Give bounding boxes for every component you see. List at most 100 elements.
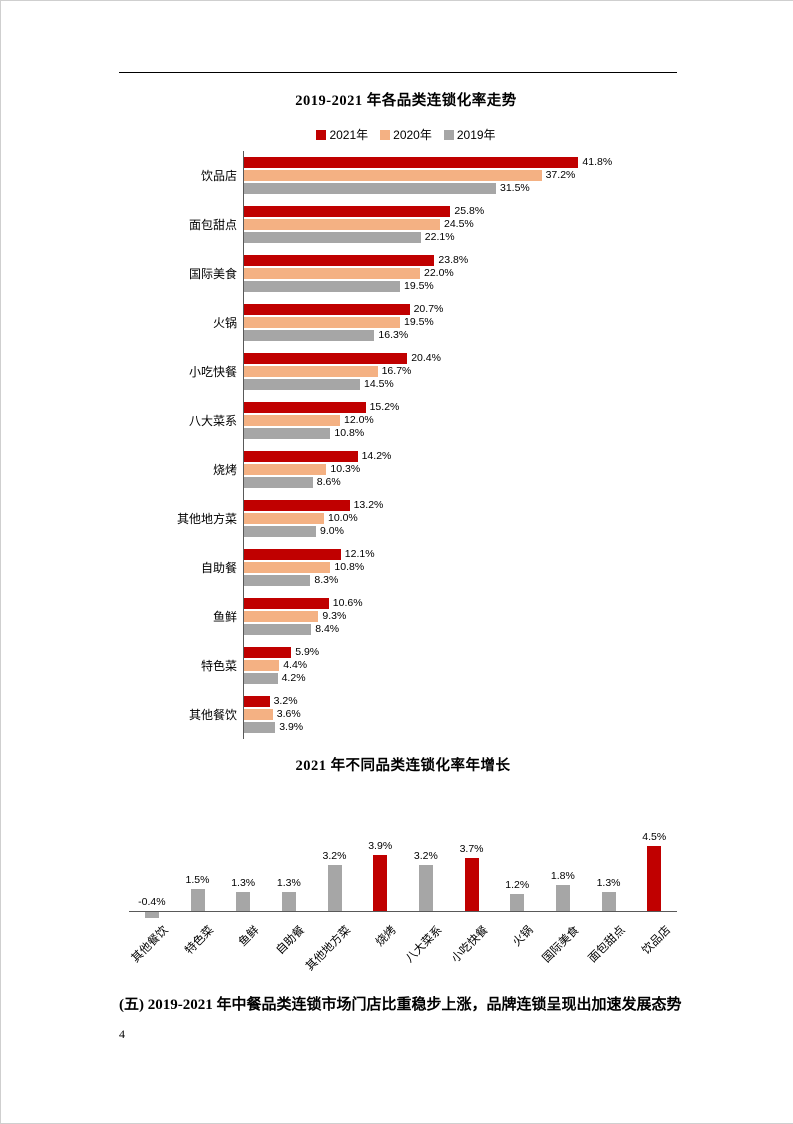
category-label: 鱼鲜 [237,924,262,949]
bar-line: 41.8% [244,156,661,168]
bar-2021年 [244,450,358,462]
bar-line: 14.5% [244,378,661,390]
bar-value-label: 3.2% [413,849,438,862]
bar-2019年 [244,378,360,390]
bar-line: 8.4% [244,623,661,635]
bar-column: 3.2% [312,785,358,911]
bar-value-label: -0.4% [138,896,166,908]
bar-value-label: 1.3% [276,877,301,890]
category-label: 小吃快餐 [188,365,237,379]
bar-line: 9.0% [244,525,661,537]
bar-饮品店 [647,846,662,911]
category-label: 特色菜 [200,659,237,673]
category-label: 其他餐饮 [129,924,171,966]
bar-value-label: 24.5% [444,218,474,230]
bar-2019年 [244,231,421,243]
category-label: 特色菜 [183,924,217,958]
bar-2020年 [244,316,400,328]
x-label-cell: 火锅 [494,912,540,1004]
bar-value-label: 41.8% [582,156,613,168]
bar-value-label: 19.5% [404,280,434,292]
x-label-cell: 烧烤 [357,912,403,1004]
category-label: 火锅 [511,924,536,949]
bar-value-label: 3.9% [368,839,393,852]
legend-item: 2021年 [316,126,368,143]
bar-value-label: 9.0% [320,525,344,537]
legend-label: 2019年 [456,128,496,142]
x-label-cell: 面包甜点 [586,912,632,1004]
bar-value-label: 4.5% [642,831,667,844]
bar-line: 10.8% [244,561,661,573]
bar-value-label: 1.5% [185,874,210,887]
x-label-cell: 八大菜系 [403,912,449,1004]
bar-column: 1.8% [540,785,586,911]
bar-line: 16.3% [244,329,661,341]
bar-value-label: 16.3% [378,329,409,341]
bar-value-label: 31.5% [500,182,530,194]
bar-2020年 [244,512,324,524]
bar-line: 9.3% [244,610,661,622]
bar-group: 15.2% 12.0% 10.8% [244,396,661,445]
header-rule [119,72,677,73]
bar-group: 41.8% 37.2% 31.5% [244,151,661,200]
bar-group: 23.8% 22.0% 19.5% [244,249,661,298]
bar-烧烤 [373,854,388,911]
bar-value-label: 3.2% [322,849,347,862]
category-label: 饮品店 [200,169,237,183]
bar-value-label: 25.8% [454,205,485,217]
bar-value-label: 23.8% [438,254,469,266]
category-label: 面包甜点 [586,924,628,966]
bar-group: 10.6% 9.3% 8.4% [244,592,661,641]
legend-item: 2019年 [443,126,496,143]
category-label: 饮品店 [639,924,673,958]
bar-火锅 [510,893,525,911]
legend-swatch-icon [316,129,327,140]
bar-value-label: 9.3% [322,610,347,622]
bar-value-label: 12.1% [344,548,375,560]
chart1-legend: 2021年 2020年 2019年 [151,126,661,143]
bar-line: 20.4% [244,352,661,364]
category-label: 烧烤 [212,463,237,477]
bar-2021年 [244,646,292,658]
bar-line: 10.3% [244,463,661,475]
category-label: 国际美食 [188,267,237,281]
chart1-category-axis: 饮品店 面包甜点 国际美食 火锅 小吃快餐 八大菜系 烧烤 其他地方菜 自助餐 鱼鲜 特色菜 其他餐饮 [173,151,243,739]
category-label: 其他餐饮 [188,708,237,722]
bar-2021年 [244,695,270,707]
x-label-cell: 国际美食 [540,912,586,1004]
bar-value-label: 10.6% [332,597,363,609]
bar-line: 8.3% [244,574,661,586]
bar-2021年 [244,499,350,511]
category-label: 面包甜点 [188,218,237,232]
bar-2020年 [244,708,273,720]
bar-value-label: 12.0% [344,414,374,426]
bar-面包甜点 [601,892,616,911]
bar-value-label: 3.9% [279,721,304,733]
x-label-cell: 其他地方菜 [304,912,358,1004]
bar-value-label: 22.0% [424,267,454,279]
bar-value-label: 19.5% [404,316,434,328]
x-label-cell: 饮品店 [631,912,677,1004]
bar-2020年 [244,414,340,426]
bar-group: 14.2% 10.3% 8.6% [244,445,661,494]
bar-value-label: 20.4% [411,352,441,364]
bar-column: 1.2% [494,785,540,911]
bar-value-label: 37.2% [545,169,576,181]
bar-八大菜系 [418,864,433,911]
chart2-title: 2021 年不同品类连锁化率年增长 [295,758,511,774]
bar-2019年 [244,280,400,292]
category-label: 其他地方菜 [176,512,237,526]
bar-line: 4.2% [244,672,661,684]
bar-2020年 [244,610,319,622]
bar-2021年 [244,597,329,609]
bar-2021年 [244,254,435,266]
chart1-title: 2019-2021 年各品类连锁化率走势 [295,93,517,109]
legend-label: 2021年 [329,128,369,142]
bar-2019年 [244,721,276,733]
bar-line: 5.9% [244,646,661,658]
legend-swatch-icon [443,129,454,140]
bar-line: 10.6% [244,597,661,609]
bar-2019年 [244,427,331,439]
bar-line: 25.8% [244,205,661,217]
